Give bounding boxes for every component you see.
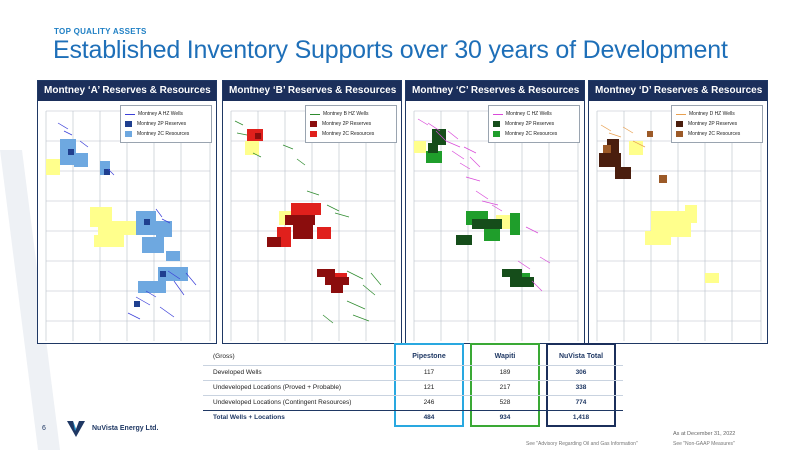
wells-swatch [125,113,135,115]
cell-wapiti: 217 [499,384,511,391]
page-title: Established Inventory Supports over 30 y… [53,36,728,64]
table-total-row: Total Wells + Locations 484 934 1,418 [203,410,623,425]
p2-swatch [676,121,683,127]
map-legend: Montney D HZ Wells Montney 2P Reserves M… [671,105,763,143]
as-of-date: As at December 31, 2022 [673,431,736,437]
cell-wapiti: 189 [499,369,511,376]
section-kicker: TOP QUALITY ASSETS [54,27,147,36]
column-header-wapiti: Wapiti [494,353,516,360]
table-header-row: (Gross) [203,349,623,364]
panel-title: Montney ‘A’ Reserves & Resources [38,81,216,101]
legend-label-2c: Montney 2C Resources [137,131,190,137]
p2-swatch [125,121,132,127]
inventory-table: (Gross) Pipestone Wapiti NuVista Total D… [203,343,623,433]
panel-title: Montney ‘D’ Reserves & Resources [589,81,767,101]
column-header-total: NuVista Total [558,353,604,360]
legend-label-2c: Montney 2C Resources [505,131,558,137]
legend-label-2c: Montney 2C Resources [688,131,741,137]
background-chevron-graphic [0,150,60,450]
cell-total: 338 [575,384,587,391]
row-label: Undeveloped Locations (Proved + Probable… [213,384,342,391]
cell-pipestone: 246 [423,399,435,406]
panel-title: Montney ‘B’ Reserves & Resources [223,81,401,101]
company-name: NuVista Energy Ltd. [92,425,159,432]
legend-label-2p: Montney 2P Reserves [322,121,372,127]
row-label: Developed Wells [213,369,262,376]
legend-label-wells: Montney D HZ Wells [689,111,735,117]
montney-a-map [45,110,211,341]
non-gaap-note: See "Non-GAAP Measures" [673,441,735,447]
p2-swatch [493,121,500,127]
table-row: Undeveloped Locations (Contingent Resour… [203,395,623,410]
p2-swatch [310,121,317,127]
cell-pipestone: 484 [423,414,435,421]
table-row: Undeveloped Locations (Proved + Probable… [203,380,623,395]
map-panel-montney-a: Montney ‘A’ Reserves & Resources Montney… [37,80,217,344]
c2-swatch [676,131,683,137]
wapiti-column-box [470,343,540,427]
legend-label-2c: Montney 2C Resources [322,131,375,137]
cell-wapiti: 528 [499,399,511,406]
pipestone-column-box [394,343,464,427]
montney-c-map [413,110,579,341]
map-panel-montney-b: Montney ‘B’ Reserves & Resources Montney… [222,80,402,344]
table-row: Developed Wells 117 189 306 [203,365,623,380]
legend-label-wells: Montney C HZ Wells [506,111,552,117]
map-panel-montney-d: Montney ‘D’ Reserves & Resources Montney… [588,80,768,344]
column-header-pipestone: Pipestone [412,353,446,360]
legend-label-2p: Montney 2P Reserves [505,121,555,127]
panel-title: Montney ‘C’ Reserves & Resources [406,81,584,101]
legend-label-wells: Montney A HZ Wells [138,111,183,117]
cell-pipestone: 117 [423,369,435,376]
cell-total: 1,418 [572,414,590,421]
nuvista-logo-icon [67,421,85,437]
gross-label: (Gross) [213,353,235,360]
page-number: 6 [42,425,46,432]
c2-swatch [310,131,317,137]
row-label: Undeveloped Locations (Contingent Resour… [213,399,352,406]
legend-label-2p: Montney 2P Reserves [137,121,187,127]
map-legend: Montney A HZ Wells Montney 2P Reserves M… [120,105,212,143]
row-label: Total Wells + Locations [213,414,285,421]
wells-swatch [493,113,503,115]
total-column-box [546,343,616,427]
legend-label-2p: Montney 2P Reserves [688,121,738,127]
legend-label-wells: Montney B HZ Wells [323,111,369,117]
c2-swatch [125,131,132,137]
c2-swatch [493,131,500,137]
cell-total: 306 [575,369,587,376]
cell-pipestone: 121 [423,384,435,391]
montney-d-map [596,110,762,341]
cell-wapiti: 934 [499,414,511,421]
advisory-note: See "Advisory Regarding Oil and Gas Info… [526,441,638,447]
map-panel-montney-c: Montney ‘C’ Reserves & Resources Montney… [405,80,585,344]
map-legend: Montney B HZ Wells Montney 2P Reserves M… [305,105,397,143]
map-legend: Montney C HZ Wells Montney 2P Reserves M… [488,105,580,143]
cell-total: 774 [575,399,587,406]
wells-swatch [676,113,686,115]
wells-swatch [310,113,320,115]
